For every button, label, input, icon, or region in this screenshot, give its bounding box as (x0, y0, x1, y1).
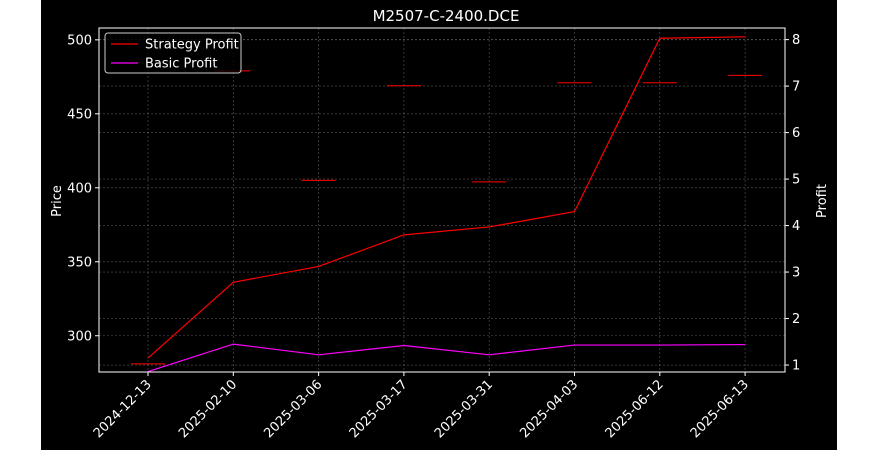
grid (99, 28, 785, 372)
left-tick-label: 450 (67, 107, 92, 122)
series-lines (147, 36, 746, 373)
right-tick-label: 7 (792, 80, 800, 95)
right-tick-label: 8 (792, 33, 800, 48)
left-tick-label: 400 (67, 181, 92, 196)
x-tick-label: 2025-06-13 (688, 377, 752, 441)
right-tick-label: 4 (792, 219, 800, 234)
x-tick-label: 2025-03-06 (261, 377, 325, 441)
right-tick-label: 5 (792, 173, 800, 188)
x-axis: 2024-12-13 2025-02-10 2025-03-06 2025-03-17… (91, 372, 752, 441)
x-tick-label: 2025-06-12 (603, 377, 667, 441)
plot-frame (98, 27, 786, 373)
legend-label: Strategy Profit (145, 38, 239, 53)
left-axis-label: Price (50, 185, 65, 217)
right-tick-label: 2 (792, 312, 800, 327)
x-tick-label: 2025-02-10 (176, 377, 240, 441)
chart-title: M2507-C-2400.DCE (373, 7, 520, 25)
x-tick-label: 2025-04-03 (517, 377, 581, 441)
legend-label: Basic Profit (145, 57, 217, 72)
legend: Strategy Profit Basic Profit (104, 32, 242, 74)
series-line-strategy-profit (147, 36, 746, 359)
x-tick-label: 2025-03-31 (432, 377, 496, 441)
right-tick-label: 3 (792, 266, 800, 281)
right-axis: 1 2 3 4 5 6 7 8 (785, 33, 800, 374)
left-axis: 300 350 400 450 500 (67, 33, 99, 344)
right-tick-label: 1 (792, 359, 800, 374)
legend-box (104, 32, 242, 74)
left-tick-label: 300 (67, 329, 92, 344)
price-marks (131, 70, 763, 365)
chart-svg: M2507-C-2400.DCE 300 350 400 450 500 1 2 3 4 5 6 7… (50, 7, 830, 441)
x-tick-label: 2024-12-13 (91, 377, 155, 441)
right-axis-label: Profit (815, 184, 830, 218)
series-line-basic-profit (147, 343, 746, 373)
chart-figure: M2507-C-2400.DCE 300 350 400 450 500 1 2 3 4 5 6 7… (41, 0, 837, 450)
left-tick-label: 500 (67, 33, 92, 48)
x-tick-label: 2025-03-17 (347, 377, 411, 441)
left-tick-label: 350 (67, 255, 92, 270)
right-tick-label: 6 (792, 126, 800, 141)
